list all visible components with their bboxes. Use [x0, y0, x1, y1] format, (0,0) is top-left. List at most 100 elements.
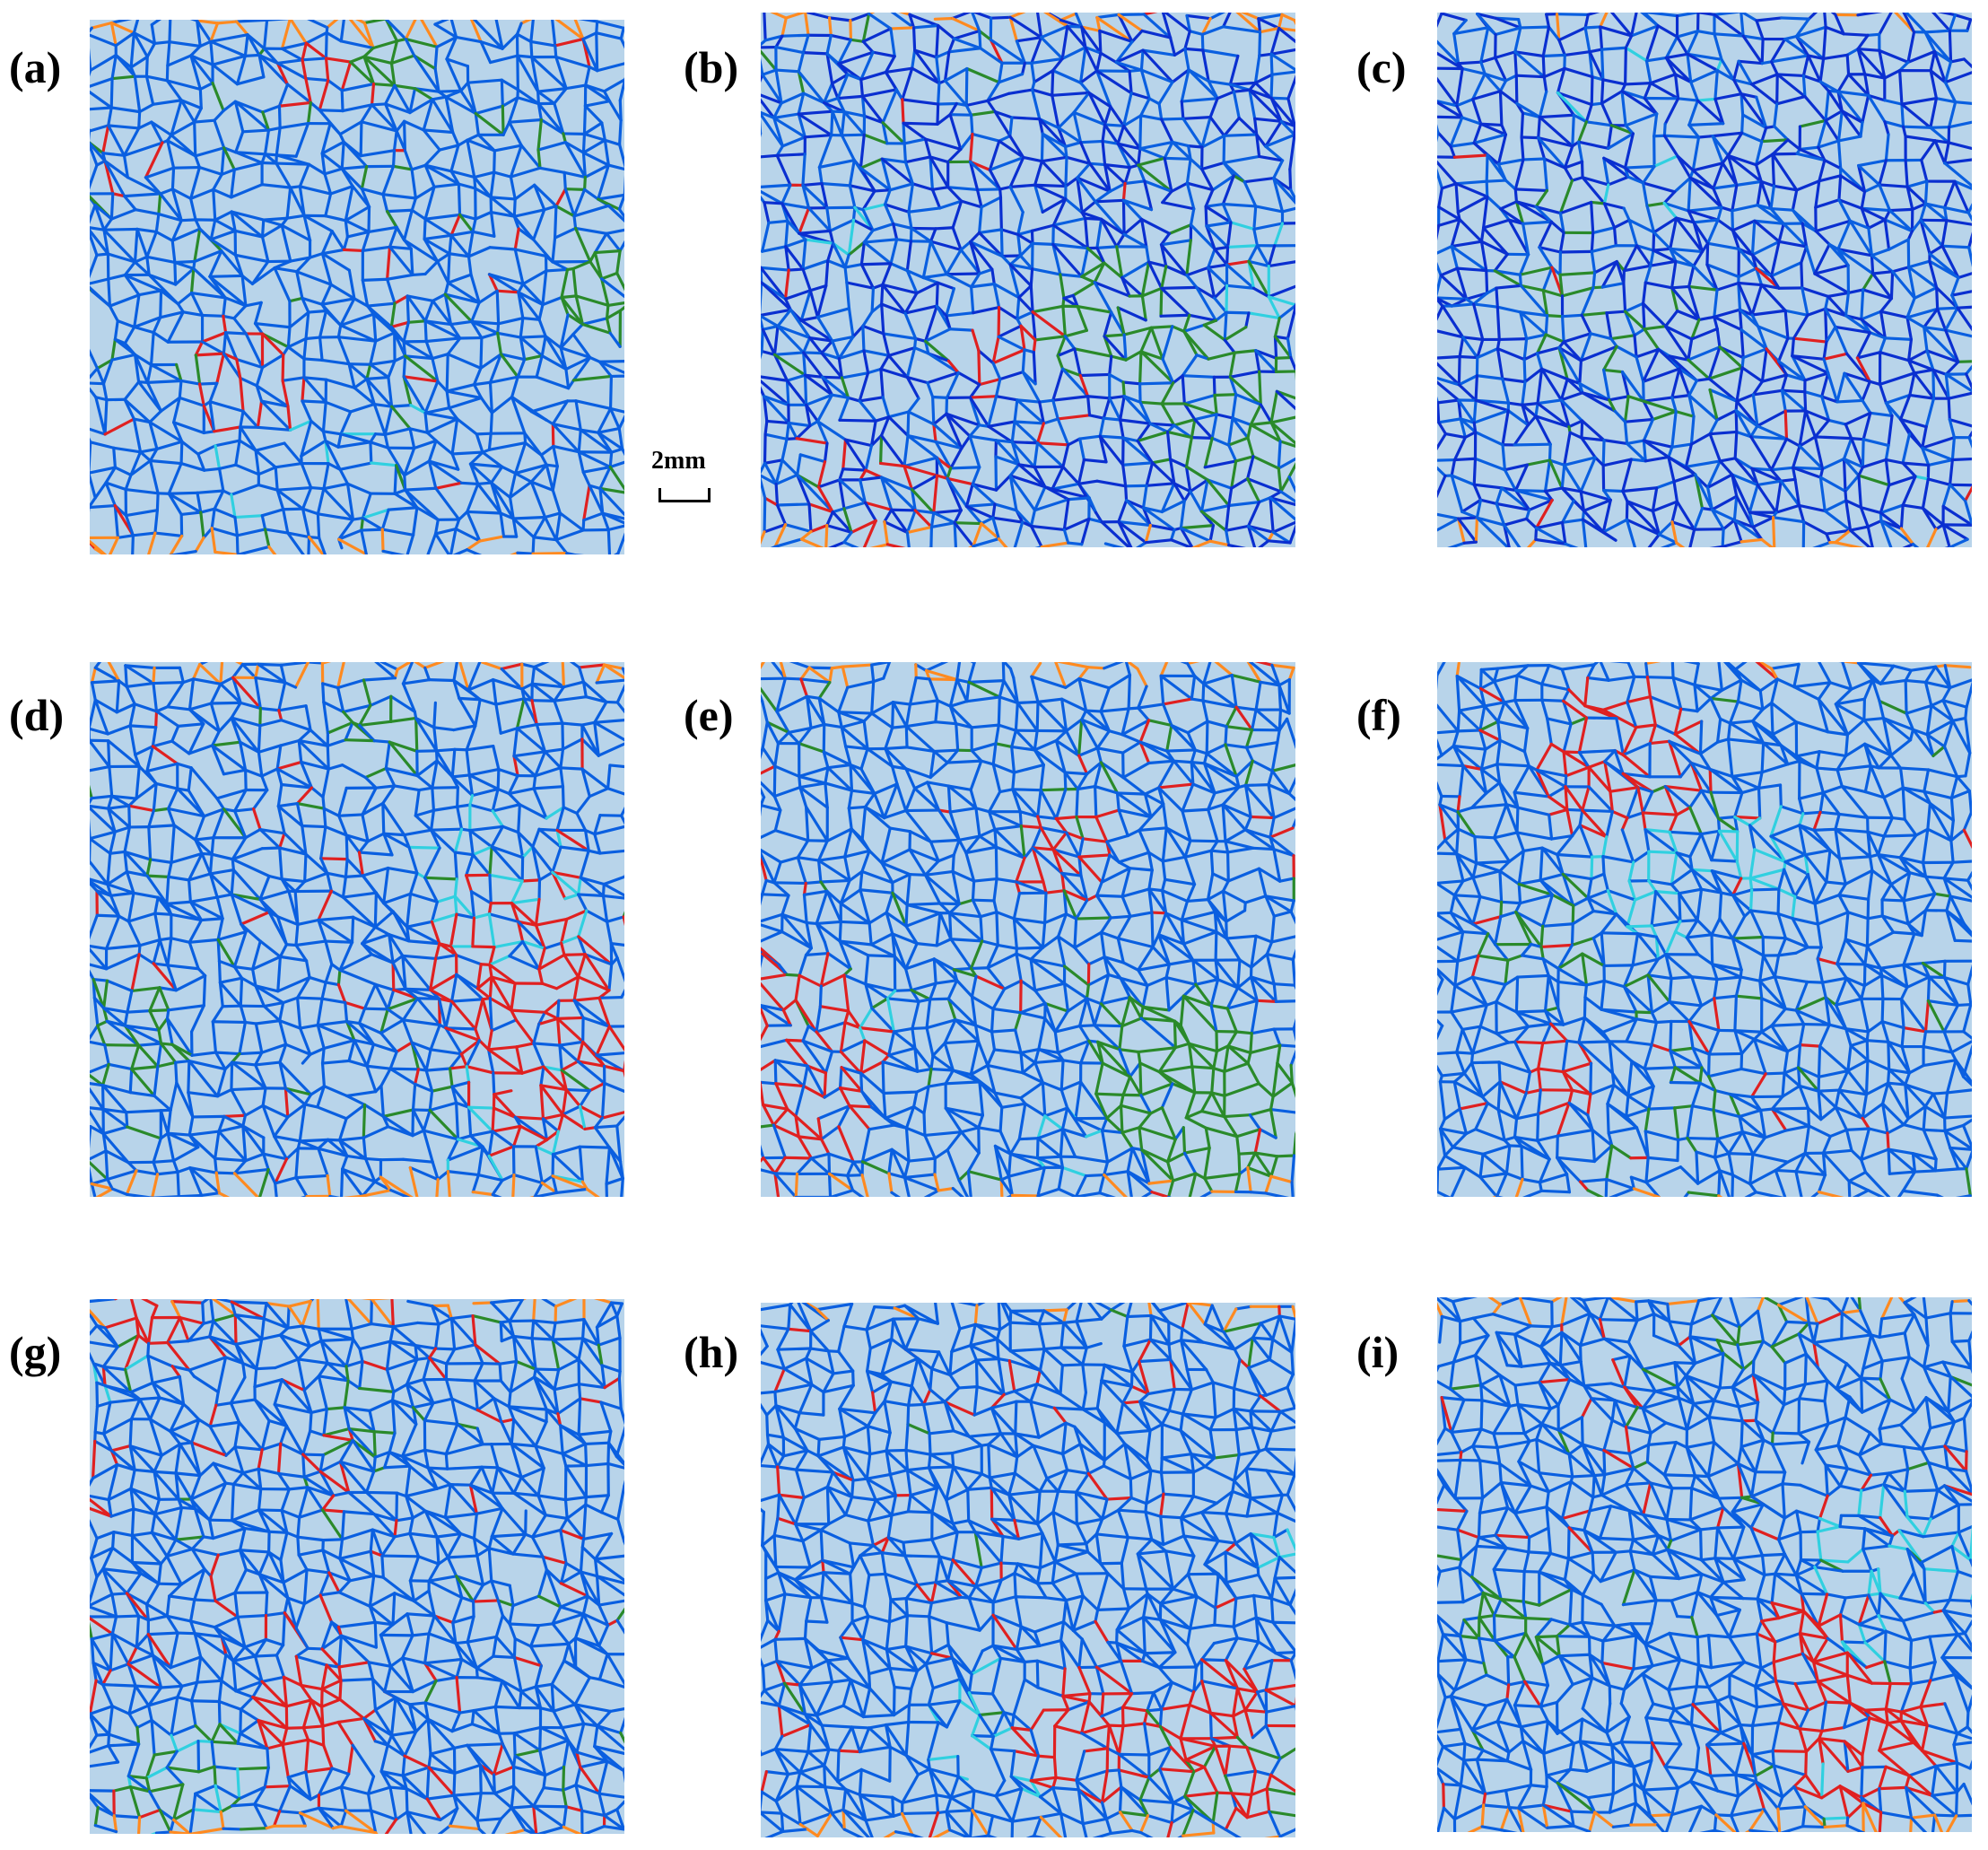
grain-boundary-segment: [165, 64, 170, 83]
grain-boundary-segment: [103, 417, 135, 436]
grain-boundary-segment: [479, 353, 503, 370]
grain-boundary-segment: [209, 33, 249, 43]
grain-boundary-segment: [124, 513, 135, 537]
grain-boundary-segment: [998, 135, 1012, 143]
grain-boundary-segment: [1141, 48, 1177, 57]
grain-boundary-segment: [1657, 520, 1674, 537]
grain-boundary-segment: [1030, 229, 1034, 245]
grain-boundary-segment: [90, 698, 97, 730]
grain-boundary-segment: [135, 227, 158, 234]
grain-boundary-segment: [763, 419, 769, 436]
grain-boundary-segment: [1182, 313, 1191, 333]
grain-boundary-segment: [772, 324, 780, 356]
grain-boundary-segment: [1016, 310, 1034, 321]
grain-boundary-segment: [1518, 253, 1530, 276]
grain-boundary-segment: [1201, 48, 1240, 58]
grain-boundary-segment: [1160, 482, 1176, 514]
grain-boundary-segment: [1708, 430, 1739, 436]
grain-boundary-segment: [1479, 122, 1508, 136]
grain-boundary-segment: [154, 710, 159, 729]
grain-boundary-segment: [466, 138, 496, 153]
grain-boundary-segment: [1687, 123, 1701, 139]
grain-boundary-segment: [563, 188, 587, 191]
grain-boundary-segment: [1101, 139, 1120, 145]
grain-boundary-segment: [329, 283, 356, 301]
grain-boundary-segment: [1652, 231, 1672, 250]
grain-boundary-segment: [532, 665, 566, 689]
grain-boundary-segment: [508, 471, 518, 500]
grain-boundary-segment: [980, 521, 1001, 541]
grain-boundary-segment: [1860, 189, 1867, 210]
grain-boundary-segment: [607, 963, 614, 992]
grain-boundary-segment: [521, 939, 546, 950]
grain-boundary-segment: [263, 153, 278, 165]
grain-boundary-segment: [805, 393, 834, 406]
grain-boundary-segment: [1051, 69, 1055, 97]
grain-boundary-segment: [1072, 110, 1083, 144]
grain-boundary-segment: [383, 102, 412, 115]
grain-boundary-segment: [320, 230, 334, 256]
grain-boundary-segment: [90, 679, 121, 685]
grain-boundary-segment: [497, 316, 525, 326]
grain-boundary-segment: [336, 324, 343, 339]
grain-boundary-segment: [361, 230, 371, 253]
grain-boundary-segment: [200, 851, 213, 876]
grain-boundary-segment: [1889, 270, 1895, 301]
grain-boundary-segment: [361, 508, 390, 520]
grain-boundary-segment: [508, 939, 525, 958]
grain-boundary-segment: [470, 787, 500, 798]
grain-boundary-segment: [1472, 302, 1499, 309]
grain-boundary-segment: [1577, 120, 1588, 144]
grain-boundary-segment: [951, 16, 981, 33]
grain-boundary-segment: [209, 218, 217, 241]
grain-boundary-segment: [1253, 81, 1273, 100]
grain-boundary-segment: [1258, 496, 1272, 504]
grain-boundary-segment: [1521, 402, 1539, 406]
grain-boundary-segment: [1173, 482, 1192, 493]
grain-boundary-segment: [1907, 266, 1939, 290]
grain-boundary-segment: [903, 292, 919, 315]
grain-boundary-segment: [1678, 367, 1691, 397]
grain-boundary-segment: [1563, 463, 1583, 493]
grain-boundary-segment: [1559, 378, 1569, 402]
grain-boundary-segment: [551, 260, 570, 272]
grain-boundary-segment: [280, 877, 307, 884]
grain-boundary-segment: [869, 419, 877, 448]
grain-boundary-segment: [408, 871, 419, 895]
grain-boundary-segment: [1558, 179, 1574, 215]
grain-boundary-segment: [1064, 176, 1079, 188]
grain-boundary-segment: [128, 724, 158, 729]
grain-boundary-segment: [404, 354, 440, 383]
grain-boundary-segment: [1687, 122, 1725, 127]
grain-boundary-segment: [423, 662, 445, 669]
grain-boundary-segment: [232, 304, 248, 320]
grain-boundary-segment: [1269, 73, 1274, 100]
grain-boundary-segment: [1925, 349, 1960, 363]
grain-boundary-segment: [135, 781, 158, 800]
grain-boundary-segment: [608, 374, 613, 411]
grain-boundary-segment: [208, 852, 214, 876]
grain-boundary-segment: [1269, 96, 1295, 128]
grain-boundary-segment: [1713, 308, 1742, 319]
grain-boundary-segment: [1456, 195, 1489, 214]
grain-boundary-segment: [415, 506, 440, 521]
grain-boundary-segment: [166, 139, 176, 170]
grain-boundary-segment: [1540, 367, 1569, 381]
grain-boundary-segment: [761, 93, 783, 105]
grain-boundary-segment: [420, 20, 439, 48]
grain-boundary-segment: [233, 100, 245, 134]
grain-boundary-segment: [472, 366, 483, 387]
grain-boundary-segment: [838, 478, 846, 510]
grain-boundary-segment: [1185, 13, 1191, 33]
grain-boundary-segment: [407, 845, 441, 850]
grain-boundary-segment: [987, 395, 998, 428]
grain-boundary-segment: [404, 354, 434, 361]
grain-boundary-segment: [456, 803, 472, 808]
grain-boundary-segment: [1607, 132, 1635, 150]
grain-boundary-segment: [1501, 443, 1507, 472]
grain-boundary-segment: [474, 104, 504, 116]
grain-boundary-segment: [559, 346, 592, 360]
grain-boundary-segment: [602, 875, 624, 886]
grain-boundary-segment: [1206, 478, 1234, 490]
grain-boundary-segment: [783, 297, 792, 311]
